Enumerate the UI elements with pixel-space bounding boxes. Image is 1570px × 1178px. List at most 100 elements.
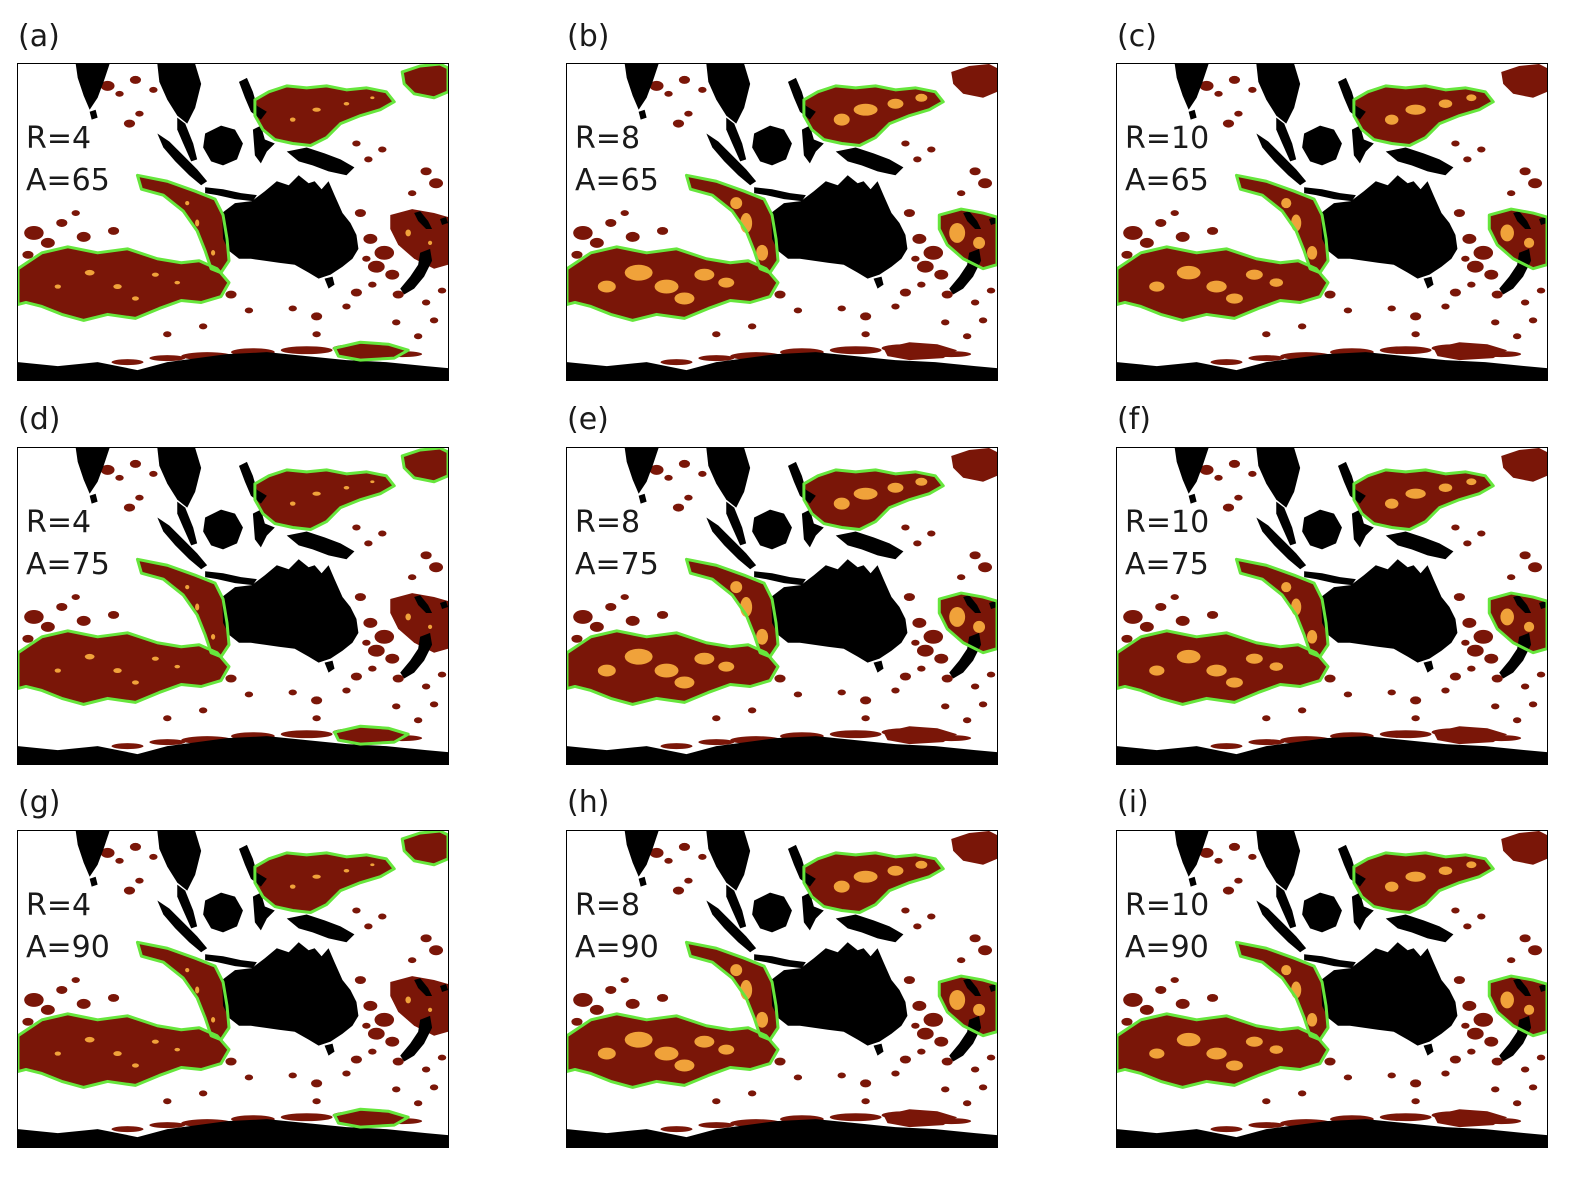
pacific-warm-pool-zone-outline [802,851,945,914]
new-guinea-landmass [835,531,904,560]
sumatra-landmass [1256,133,1307,186]
warm-core-patch [113,1051,122,1057]
southern-ocean-streak [829,346,882,355]
anomaly-blob [1155,219,1167,227]
warm-core-patch [312,491,321,496]
southern-ocean-streak [1431,344,1480,353]
anomaly-blob [899,1055,911,1064]
anomaly-blob [107,993,120,1002]
anomaly-blob [927,530,936,537]
borneo-landmass [203,125,243,166]
anomaly-blob [429,562,444,573]
anomaly-blob [1222,886,1235,895]
central-pacific-zone [402,64,448,98]
anomaly-blob [1199,464,1214,475]
southern-ocean-streak [111,1126,144,1133]
map-panel-a: R=4 A=65 [17,63,449,381]
sri-lanka-landmass [89,109,98,120]
anomaly-blob [1214,857,1223,864]
anomaly-blob [934,269,949,280]
southern-ocean-streak [660,359,693,366]
warm-core-patch [1307,246,1318,260]
anomaly-blob [1536,1054,1546,1061]
anomaly-blob [378,913,387,920]
warm-core-patch [887,98,904,109]
anomaly-blob [407,574,417,581]
anomaly-blob [40,1004,55,1015]
anomaly-blob [225,674,237,683]
anomaly-blob [198,323,208,330]
warm-core-patch [174,664,181,669]
anomaly-blob [571,250,583,259]
southern-ocean-streak [1379,346,1432,355]
anomaly-blob [413,717,423,724]
anomaly-blob [934,1036,949,1047]
anomaly-blob [774,674,786,683]
warm-core-patch [343,102,350,106]
southern-indian-ocean-zone-outline [567,629,780,706]
anomaly-blob [288,1072,297,1079]
anomaly-blob [1297,1090,1307,1097]
fiji-landmass [1539,217,1547,225]
anomaly-blob [978,317,988,324]
tasmania-landmass [324,276,335,289]
warm-core-patch [1245,653,1263,664]
warm-core-patch [1225,677,1243,688]
lesser-sunda-landmass [809,581,862,592]
pacific-warm-pool-zone [1353,852,1494,913]
anomaly-blob [1410,1079,1422,1088]
southern-ocean-streak [1210,359,1243,366]
southern-ocean-zone-outline [333,1107,410,1129]
anomaly-blob [363,233,378,244]
warm-core-patch [694,268,715,281]
anomaly-blob [1528,562,1543,573]
sulawesi-landmass [1351,509,1374,548]
anomaly-blob [1248,86,1257,93]
warm-core-patch [84,653,95,660]
fiji-landmass [440,984,448,992]
anomaly-blob [1123,225,1143,240]
australia-landmass [771,559,908,663]
antarctica-landmass [1117,736,1547,764]
map-panel-g: R=4 A=90 [17,830,449,1148]
anomaly-blob [956,190,966,197]
southern-ocean-streak [698,739,735,746]
anomaly-blob [1467,1048,1476,1055]
anomaly-blob [107,610,120,619]
fiji-landmass [440,601,448,609]
anomaly-blob [970,299,980,306]
anomaly-blob [912,233,927,244]
anomaly-blob [664,857,673,864]
central-pacific-zone [1501,64,1547,98]
southern-ocean-streak [1481,351,1522,358]
anomaly-blob [1343,1074,1353,1081]
anomaly-blob [1297,707,1307,714]
southern-indian-ocean-zone-outline [567,1012,780,1089]
anomaly-blob [1453,209,1465,218]
malay-peninsula-landmass [1276,501,1297,546]
anomaly-blob [1463,923,1472,930]
anomaly-blob [1466,644,1484,657]
tasmania-landmass [324,660,335,673]
anomaly-blob [656,226,669,235]
indian-ocean-tongue-zone [1236,559,1329,657]
antarctica-landmass [18,736,448,764]
radius-label: R=8 [575,121,641,156]
warm-core-patch [54,668,61,673]
anomaly-blob [1155,603,1167,611]
anomaly-blob [962,333,972,340]
anomaly-blob [1324,290,1336,299]
indian-ocean-tongue-zone [137,942,230,1040]
borneo-landmass [203,892,243,933]
anomaly-blob [1491,1086,1500,1093]
southern-ocean-streak [1379,730,1432,739]
anomaly-blob [354,209,366,218]
anomaly-blob [115,474,124,481]
sulawesi-landmass [1351,125,1374,164]
anomaly-blob [860,696,872,705]
anomaly-blob [941,703,950,710]
map-panel-i: R=10 A=90 [1116,830,1548,1148]
anomaly-blob [1199,847,1214,858]
warm-core-patch [370,96,375,100]
anomaly-blob [970,683,980,690]
